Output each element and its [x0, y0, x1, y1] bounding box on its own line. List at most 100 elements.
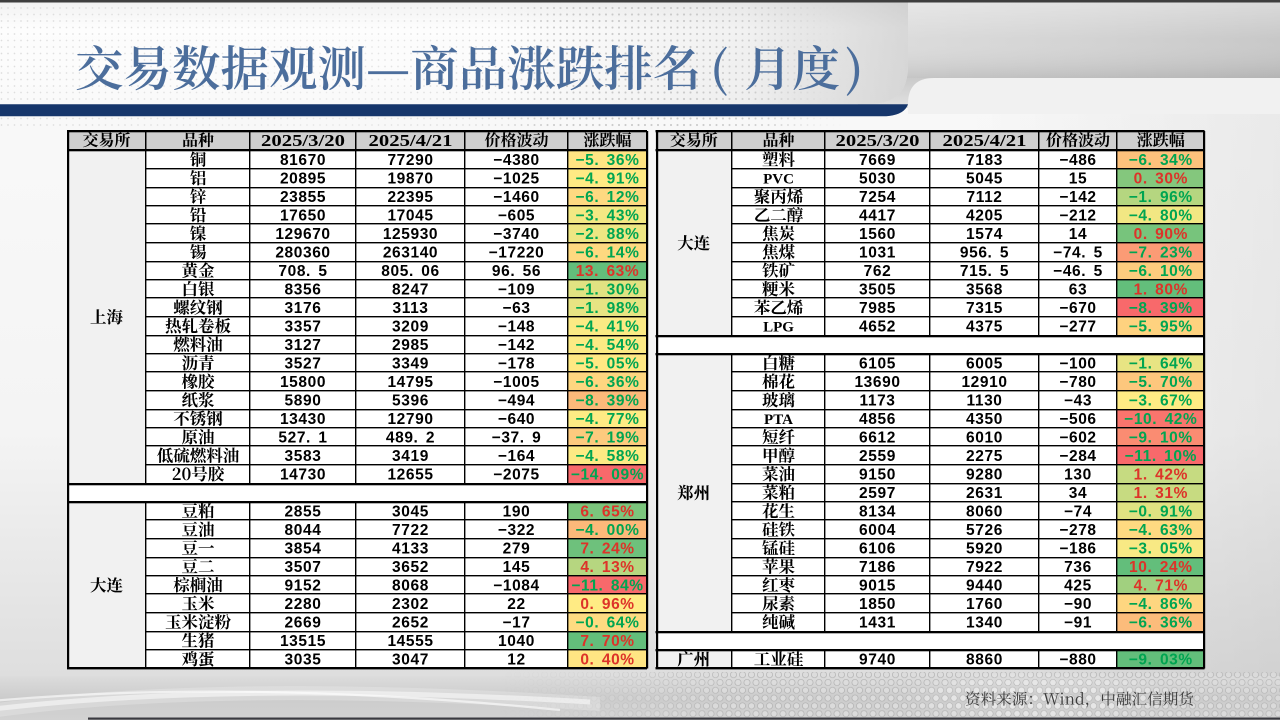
svg-text:17045: 17045	[387, 208, 433, 225]
svg-text:14730: 14730	[280, 467, 326, 484]
svg-text:715. 5: 715. 5	[960, 263, 1009, 280]
svg-text:19870: 19870	[387, 171, 433, 188]
svg-text:2559: 2559	[859, 448, 896, 465]
svg-text:9152: 9152	[285, 578, 322, 595]
svg-text:13515: 13515	[280, 633, 326, 650]
svg-text:−4. 41%: −4. 41%	[575, 319, 639, 336]
svg-text:−186: −186	[1059, 541, 1096, 558]
svg-text:3505: 3505	[859, 282, 896, 299]
svg-text:−9. 03%: −9. 03%	[1129, 652, 1193, 669]
svg-text:−74. 5: −74. 5	[1053, 245, 1103, 262]
svg-text:0. 30%: 0. 30%	[1134, 171, 1188, 188]
svg-text:3527: 3527	[285, 356, 322, 373]
svg-text:−17: −17	[502, 615, 530, 632]
svg-text:−91: −91	[1064, 615, 1092, 632]
svg-text:−3. 43%: −3. 43%	[575, 208, 639, 225]
svg-text:PVC: PVC	[763, 172, 794, 188]
svg-text:125930: 125930	[383, 226, 438, 243]
svg-text:−7. 19%: −7. 19%	[575, 430, 639, 447]
svg-text:7112: 7112	[966, 189, 1002, 206]
svg-text:3419: 3419	[392, 448, 429, 465]
svg-text:−0. 64%: −0. 64%	[575, 615, 639, 632]
svg-text:−1. 96%: −1. 96%	[1129, 189, 1193, 206]
svg-text:−4. 91%: −4. 91%	[575, 171, 639, 188]
svg-text:−7. 23%: −7. 23%	[1129, 245, 1193, 262]
svg-text:130: 130	[1064, 467, 1092, 484]
svg-text:5396: 5396	[392, 393, 429, 410]
svg-text:7315: 7315	[966, 300, 1003, 317]
svg-text:20895: 20895	[280, 171, 326, 188]
svg-text:−277: −277	[1059, 319, 1096, 336]
svg-text:263140: 263140	[383, 245, 438, 262]
svg-text:−148: −148	[498, 319, 535, 336]
svg-text:1031: 1031	[859, 245, 896, 262]
svg-text:762: 762	[864, 263, 892, 280]
svg-text:4652: 4652	[859, 319, 896, 336]
svg-text:8060: 8060	[966, 504, 1003, 521]
svg-text:−9. 10%: −9. 10%	[1129, 430, 1193, 447]
svg-text:1850: 1850	[859, 596, 896, 613]
svg-text:−8. 39%: −8. 39%	[1129, 300, 1193, 317]
svg-text:−880: −880	[1059, 652, 1096, 669]
svg-text:0. 40%: 0. 40%	[580, 652, 634, 669]
svg-text:2280: 2280	[285, 596, 322, 613]
svg-text:0. 96%: 0. 96%	[580, 596, 634, 613]
svg-text:−1084: −1084	[493, 578, 540, 595]
svg-text:6105: 6105	[859, 356, 896, 373]
svg-text:15800: 15800	[280, 374, 326, 391]
svg-text:6106: 6106	[859, 541, 896, 558]
svg-text:−63: −63	[502, 300, 530, 317]
svg-text:−5. 70%: −5. 70%	[1129, 374, 1193, 391]
svg-text:12: 12	[507, 652, 525, 669]
svg-text:1431: 1431	[859, 615, 896, 632]
svg-text:2985: 2985	[392, 337, 429, 354]
svg-text:1. 42%: 1. 42%	[1134, 467, 1188, 484]
svg-text:3127: 3127	[285, 337, 322, 354]
svg-text:−1460: −1460	[493, 189, 540, 206]
svg-text:2669: 2669	[285, 615, 322, 632]
svg-text:7722: 7722	[392, 522, 429, 539]
svg-text:190: 190	[503, 504, 531, 521]
svg-text:4. 13%: 4. 13%	[580, 559, 634, 576]
svg-text:5890: 5890	[285, 393, 322, 410]
svg-text:8247: 8247	[392, 282, 429, 299]
svg-text:22: 22	[507, 596, 525, 613]
svg-text:15: 15	[1069, 171, 1087, 188]
svg-text:8356: 8356	[285, 282, 322, 299]
svg-text:12655: 12655	[387, 467, 433, 484]
svg-text:−278: −278	[1059, 522, 1096, 539]
svg-text:3113: 3113	[392, 300, 428, 317]
svg-text:23855: 23855	[280, 189, 326, 206]
svg-text:63: 63	[1069, 282, 1087, 299]
svg-text:2025/3/20: 2025/3/20	[836, 131, 920, 150]
svg-text:3652: 3652	[392, 559, 429, 576]
svg-text:2025/3/20: 2025/3/20	[261, 131, 345, 150]
svg-text:−17220: −17220	[489, 245, 545, 262]
svg-text:81670: 81670	[280, 152, 326, 169]
svg-text:−4. 77%: −4. 77%	[575, 411, 639, 428]
svg-text:PTA: PTA	[764, 412, 793, 428]
svg-text:4. 71%: 4. 71%	[1134, 578, 1188, 595]
svg-text:3349: 3349	[392, 356, 429, 373]
svg-text:−100: −100	[1059, 356, 1096, 373]
svg-text:5920: 5920	[966, 541, 1003, 558]
svg-text:12910: 12910	[961, 374, 1007, 391]
svg-text:13. 63%: 13. 63%	[576, 263, 640, 280]
svg-text:3507: 3507	[285, 559, 322, 576]
svg-text:LPG: LPG	[763, 320, 794, 336]
svg-text:4856: 4856	[859, 411, 896, 428]
svg-text:708. 5: 708. 5	[278, 263, 327, 280]
svg-text:1130: 1130	[966, 393, 1002, 410]
svg-text:−602: −602	[1059, 430, 1096, 447]
svg-text:−5. 05%: −5. 05%	[575, 356, 639, 373]
svg-text:9440: 9440	[966, 578, 1003, 595]
svg-text:−640: −640	[498, 411, 535, 428]
svg-text:−46. 5: −46. 5	[1053, 263, 1103, 280]
svg-text:2275: 2275	[966, 448, 1003, 465]
svg-text:−494: −494	[498, 393, 535, 410]
svg-text:9280: 9280	[966, 467, 1003, 484]
svg-text:−4. 63%: −4. 63%	[1129, 522, 1193, 539]
svg-text:145: 145	[503, 559, 531, 576]
svg-text:5030: 5030	[859, 171, 896, 188]
svg-text:2631: 2631	[966, 485, 1003, 502]
